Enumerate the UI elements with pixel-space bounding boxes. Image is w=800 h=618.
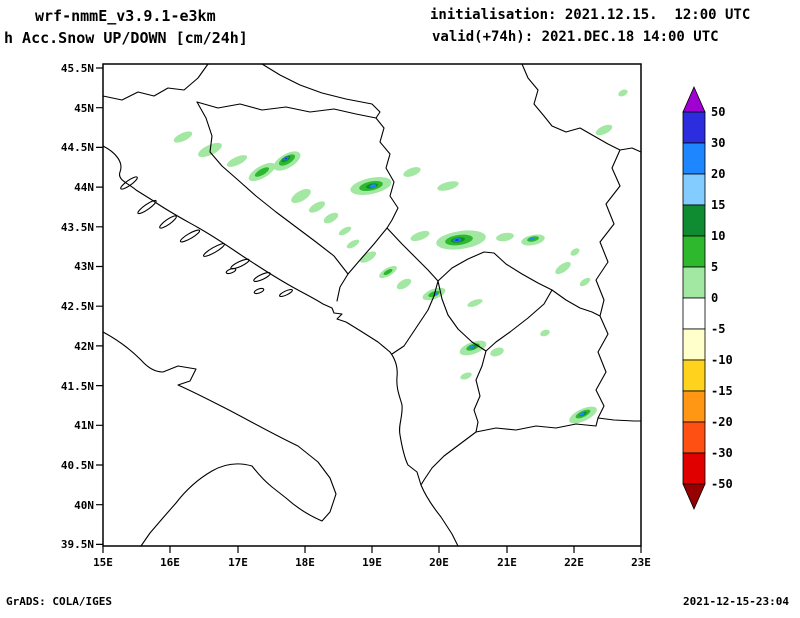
colorbar-segment [682, 452, 706, 485]
geography-layer [102, 63, 642, 547]
colorbar-segment [682, 421, 706, 454]
lat-label: 39.5N [61, 538, 94, 551]
colorbar-label: 10 [711, 229, 725, 243]
valid-time-text: valid(+74h): 2021.DEC.18 14:00 UTC [432, 29, 719, 45]
snow-contours-blue [283, 156, 585, 416]
lat-label: 42N [74, 340, 94, 353]
lat-label: 43N [74, 260, 94, 273]
lon-label: 21E [497, 556, 517, 569]
lat-label: 45.5N [61, 62, 94, 75]
lat-label: 44.5N [61, 141, 94, 154]
lon-ticks [102, 546, 642, 553]
product-title: h Acc.Snow UP/DOWN [cm/24h] [4, 29, 248, 47]
border-serbia-romania [521, 63, 642, 153]
lat-ticks [96, 67, 103, 545]
colorbar-segment [682, 328, 706, 361]
border-slovenia-croatia [102, 63, 209, 101]
lon-label: 22E [564, 556, 584, 569]
lat-label: 45N [74, 102, 94, 115]
lon-label: 23E [631, 556, 651, 569]
grads-credit: GrADS: COLA/IGES [6, 595, 112, 608]
italy-coastline [102, 331, 337, 547]
border-macedonia-albania [473, 350, 487, 433]
lat-label: 41.5N [61, 380, 94, 393]
border-serbia-macedonia [551, 289, 601, 317]
lat-label: 42.5N [61, 300, 94, 313]
colorbar-segment [682, 173, 706, 206]
init-time-text: initialisation: 2021.12.15. 12:00 UTC [430, 7, 751, 23]
model-title: wrf-nmmE_v3.9.1-e3km [35, 7, 216, 25]
colorbar-label: -10 [711, 353, 733, 367]
lon-label: 18E [295, 556, 315, 569]
lon-label: 16E [160, 556, 180, 569]
colorbar-segment [682, 266, 706, 299]
colorbar-label: -20 [711, 415, 733, 429]
snow-contours-dark [281, 155, 587, 417]
lat-label: 44N [74, 181, 94, 194]
colorbar-label: -30 [711, 446, 733, 460]
border-bosnia-north [196, 101, 377, 119]
colorbar-label: 30 [711, 136, 725, 150]
colorbar-label: 50 [711, 105, 725, 119]
colorbar-label: -5 [711, 322, 725, 336]
colorbar-label: 5 [711, 260, 718, 274]
snow-contours-heavy [284, 157, 459, 242]
border-montenegro-albania [391, 280, 439, 355]
colorbar-label: -50 [711, 477, 733, 491]
colorbar-segment [682, 111, 706, 144]
colorbar-segment [682, 235, 706, 268]
border-montenegro-serbia [386, 227, 439, 282]
border-macedonia-greece [475, 417, 642, 433]
snow-contours-light [173, 89, 628, 424]
lon-label: 15E [93, 556, 113, 569]
border-serbia-bulgaria [595, 149, 621, 419]
lat-label: 41N [74, 419, 94, 432]
border-albania-greece [420, 431, 477, 486]
border-hungary-croatia-serbia [261, 63, 381, 119]
colorbar-label: -15 [711, 384, 733, 398]
lat-label: 43.5N [61, 221, 94, 234]
colorbar-segment [682, 142, 706, 175]
colorbar-top-triangle [682, 86, 706, 113]
border-drina-bosnia-montenegro [336, 117, 399, 302]
colorbar-segment [682, 204, 706, 237]
border-croatia-bosnia-west [196, 101, 349, 275]
lat-label: 40N [74, 499, 94, 512]
lon-label: 19E [362, 556, 382, 569]
adriatic-east-coastline [102, 145, 459, 547]
plot-timestamp: 2021-12-15-23:04 [683, 595, 789, 608]
lat-label: 40.5N [61, 459, 94, 472]
colorbar-label: 20 [711, 167, 725, 181]
dalmatian-islands [120, 176, 293, 298]
colorbar-segment [682, 359, 706, 392]
colorbar-segment [682, 390, 706, 423]
lon-label: 17E [228, 556, 248, 569]
colorbar-labels: 50 30 20 15 10 5 0 -5 -10 -15 -20 -30 -5… [711, 105, 733, 491]
lon-label: 20E [429, 556, 449, 569]
colorbar-label: 15 [711, 198, 725, 212]
colorbar [682, 86, 706, 510]
colorbar-bottom-triangle [682, 483, 706, 510]
border-kosovo [437, 251, 553, 352]
colorbar-segment [682, 297, 706, 330]
colorbar-label: 0 [711, 291, 718, 305]
